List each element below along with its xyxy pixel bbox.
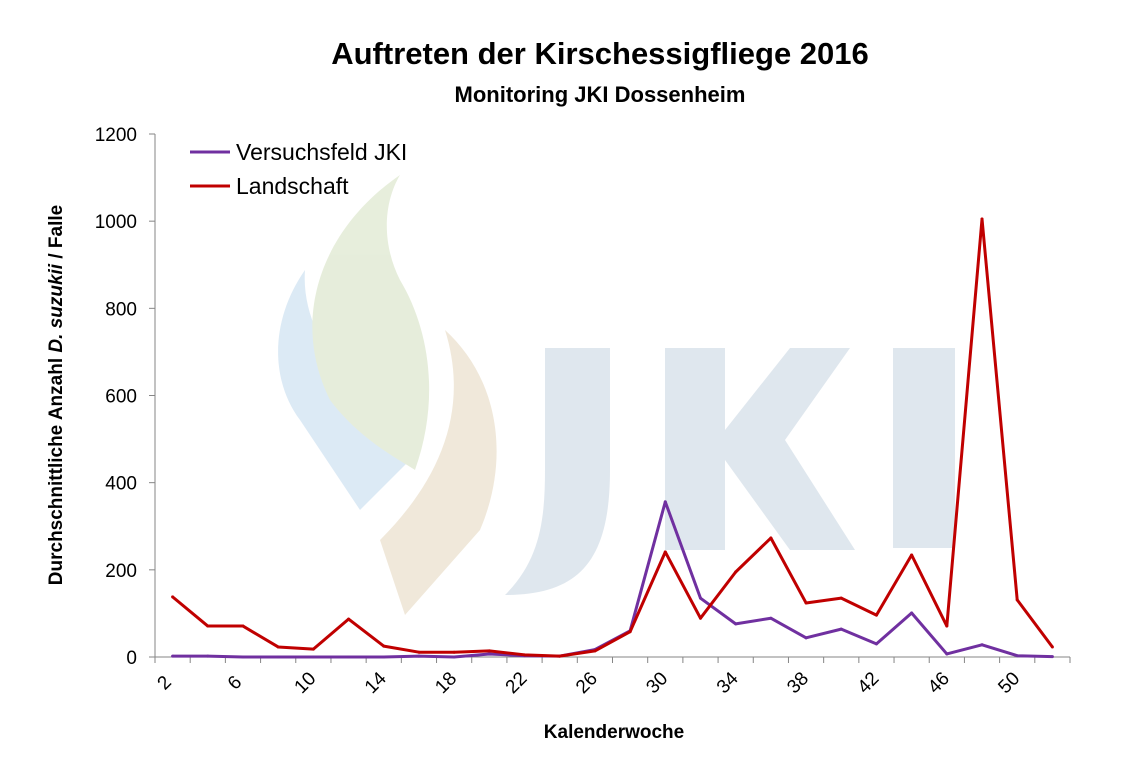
data-point: [698, 616, 702, 620]
data-point: [487, 652, 491, 656]
y-tick-label: 600: [105, 387, 137, 408]
data-point: [558, 654, 562, 658]
data-point: [206, 624, 210, 628]
data-point: [769, 616, 773, 620]
data-point: [171, 654, 175, 658]
legend-label: Landschaft: [236, 173, 349, 199]
data-point: [452, 655, 456, 659]
data-point: [276, 655, 280, 659]
data-point: [241, 655, 245, 659]
chart-title: Auftreten der Kirschessigfliege 2016: [331, 36, 869, 71]
data-point: [487, 649, 491, 653]
data-point: [874, 613, 878, 617]
data-point: [171, 595, 175, 599]
data-point: [874, 642, 878, 646]
data-point: [734, 622, 738, 626]
x-tick-label: 34: [713, 668, 743, 698]
y-tick-label: 1200: [95, 125, 137, 146]
x-tick-label: 42: [854, 668, 884, 698]
y-tick-label: 1000: [95, 212, 137, 233]
legend-label: Versuchsfeld JKI: [236, 139, 407, 165]
data-point: [663, 500, 667, 504]
data-point: [663, 550, 667, 554]
x-tick-label: 10: [291, 668, 321, 698]
x-tick-label: 46: [924, 668, 954, 698]
x-tick-label: 14: [361, 668, 391, 698]
data-point: [523, 653, 527, 657]
data-point: [417, 650, 421, 654]
x-tick-label: 38: [783, 668, 813, 698]
data-point: [276, 645, 280, 649]
data-point: [804, 601, 808, 605]
x-tick-label: 6: [224, 672, 246, 694]
series-line-landschaft: [171, 217, 1054, 658]
chart-subtitle: Monitoring JKI Dossenheim: [455, 82, 746, 107]
data-point: [382, 655, 386, 659]
x-tick-label: 18: [431, 668, 461, 698]
y-tick-label: 800: [105, 299, 137, 320]
jki-watermark: [278, 175, 955, 615]
data-point: [769, 536, 773, 540]
data-point: [910, 611, 914, 615]
y-tick-label: 200: [105, 561, 137, 582]
data-point: [804, 636, 808, 640]
data-point: [910, 553, 914, 557]
data-point: [839, 627, 843, 631]
x-tick-label: 30: [643, 668, 673, 698]
data-point: [980, 643, 984, 647]
data-point: [382, 644, 386, 648]
data-point: [698, 596, 702, 600]
data-point: [1050, 655, 1054, 659]
y-axis-label: Durchschnittliche Anzahl D. suzukii / Fa…: [46, 205, 67, 585]
data-point: [452, 650, 456, 654]
data-point: [241, 624, 245, 628]
y-tick-label: 0: [126, 648, 137, 669]
data-point: [206, 654, 210, 658]
data-point: [1015, 654, 1019, 658]
data-point: [347, 655, 351, 659]
data-point: [1050, 645, 1054, 649]
data-point: [417, 654, 421, 658]
data-point: [628, 630, 632, 634]
data-point: [945, 624, 949, 628]
x-axis-label: Kalenderwoche: [544, 722, 684, 743]
data-point: [311, 655, 315, 659]
x-tick-label: 2: [154, 672, 176, 694]
data-point: [1015, 598, 1019, 602]
data-point: [593, 649, 597, 653]
x-tick-label: 22: [502, 668, 532, 698]
data-point: [734, 570, 738, 574]
y-tick-label: 400: [105, 474, 137, 495]
x-tick-label: 50: [994, 668, 1024, 698]
x-tick-label: 26: [572, 668, 602, 698]
data-point: [980, 217, 984, 221]
data-point: [839, 596, 843, 600]
data-point: [311, 647, 315, 651]
data-point: [347, 617, 351, 621]
data-point: [945, 652, 949, 656]
